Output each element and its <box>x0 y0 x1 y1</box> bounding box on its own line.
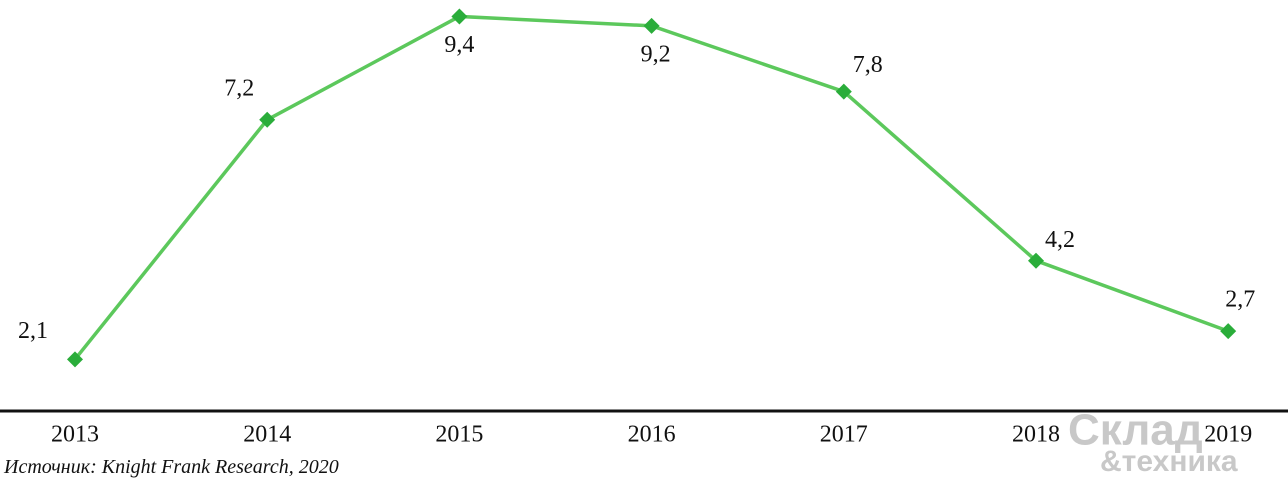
value-label: 9,2 <box>641 41 671 67</box>
value-label: 7,8 <box>853 52 883 78</box>
marker <box>835 83 852 100</box>
marker <box>259 111 276 128</box>
watermark: &техника <box>1100 445 1238 478</box>
value-label: 2,7 <box>1225 287 1255 313</box>
marker <box>451 8 468 25</box>
x-tick-label: 2017 <box>820 422 868 448</box>
marker <box>1028 252 1044 269</box>
value-label: 2,1 <box>18 318 48 344</box>
value-label: 9,4 <box>444 32 474 58</box>
x-tick-label: 2019 <box>1204 422 1252 448</box>
x-tick-label: 2014 <box>243 422 291 448</box>
x-tick-label: 2016 <box>628 422 676 448</box>
value-label: 7,2 <box>224 75 254 101</box>
value-label: 4,2 <box>1045 227 1075 253</box>
source: Источник: Knight Frank Research, 2020 <box>3 456 339 478</box>
line <box>73 14 1229 361</box>
x-tick-label: 2018 <box>1012 422 1060 448</box>
marker <box>643 17 660 34</box>
x-tick-label: 2015 <box>435 422 483 448</box>
marker <box>1220 323 1237 340</box>
x-tick-label: 2013 <box>51 422 99 448</box>
watermark: Склад <box>1068 406 1203 455</box>
marker <box>67 351 83 368</box>
